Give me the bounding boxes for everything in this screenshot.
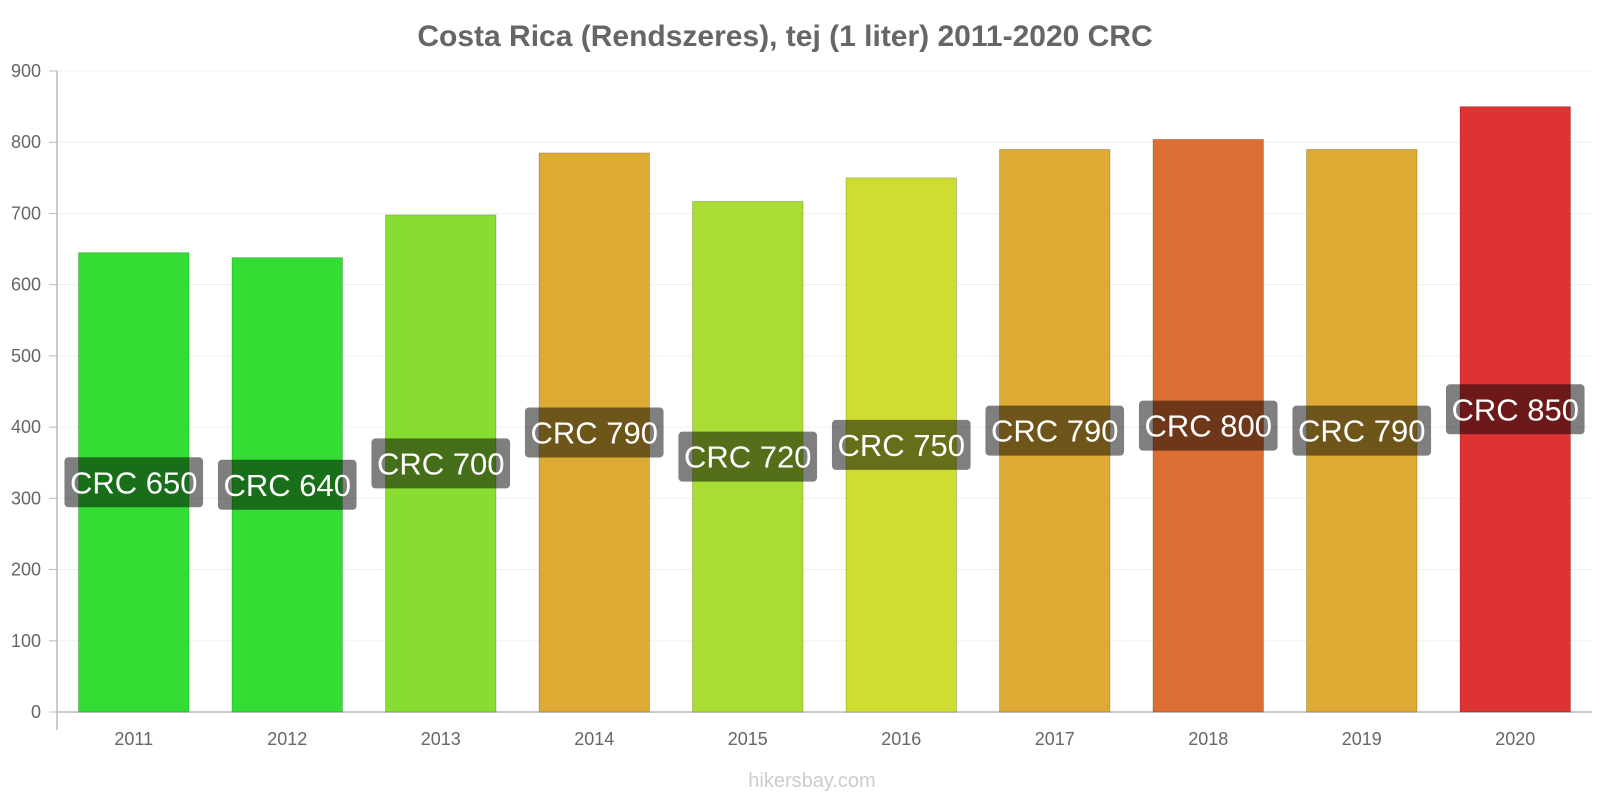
data-label-box xyxy=(1292,405,1432,456)
y-tick-label: 200 xyxy=(11,560,41,580)
chart-title: Costa Rica (Rendszeres), tej (1 liter) 2… xyxy=(417,20,1152,53)
x-tick-label: 2014 xyxy=(574,729,614,749)
data-label-box xyxy=(64,457,204,508)
data-label-box xyxy=(831,419,971,470)
data-label: CRC 790 xyxy=(1298,414,1426,449)
y-tick-label: 500 xyxy=(11,346,41,366)
data-label: CRC 790 xyxy=(531,415,659,450)
y-axis-ticks: 0 100 200 300 400 500 600 700 800 900 xyxy=(11,61,57,722)
data-label-box xyxy=(1445,384,1585,435)
data-label-box xyxy=(524,407,664,458)
y-tick-label: 300 xyxy=(11,488,41,508)
y-tick-label: 100 xyxy=(11,631,41,651)
y-tick-label: 0 xyxy=(31,702,41,722)
data-label: CRC 750 xyxy=(838,428,966,463)
data-label: CRC 850 xyxy=(1452,392,1580,427)
x-tick-label: 2012 xyxy=(267,729,307,749)
y-tick-label: 800 xyxy=(11,132,41,152)
x-tick-label: 2015 xyxy=(728,729,768,749)
watermark: hikersbay.com xyxy=(748,770,875,792)
x-tick-label: 2019 xyxy=(1342,729,1382,749)
x-axis-ticks: 2011 2012 2013 2014 2015 2016 2017 2018 2019 2020 xyxy=(114,729,1535,749)
data-label-box xyxy=(217,459,357,510)
y-tick-label: 900 xyxy=(11,61,41,81)
data-label: CRC 800 xyxy=(1145,409,1273,444)
data-labels: CRC 650 CRC 640 CRC 700 CRC 790 CRC 720 CRC 7… xyxy=(64,384,1585,510)
data-label-box xyxy=(1138,400,1278,451)
x-tick-label: 2016 xyxy=(881,729,921,749)
data-label-box xyxy=(678,431,818,482)
x-tick-label: 2018 xyxy=(1188,729,1228,749)
data-label-box xyxy=(985,405,1125,456)
x-tick-label: 2013 xyxy=(421,729,461,749)
y-tick-label: 700 xyxy=(11,203,41,223)
data-label: CRC 650 xyxy=(70,465,198,500)
x-tick-label: 2020 xyxy=(1495,729,1535,749)
y-tick-label: 400 xyxy=(11,417,41,437)
data-label: CRC 640 xyxy=(224,468,352,503)
data-label: CRC 720 xyxy=(684,440,812,475)
data-label-box xyxy=(371,438,511,489)
x-tick-label: 2017 xyxy=(1035,729,1075,749)
data-label: CRC 700 xyxy=(377,446,505,481)
x-tick-label: 2011 xyxy=(114,729,153,749)
y-tick-label: 600 xyxy=(11,275,41,295)
data-label: CRC 790 xyxy=(991,414,1119,449)
